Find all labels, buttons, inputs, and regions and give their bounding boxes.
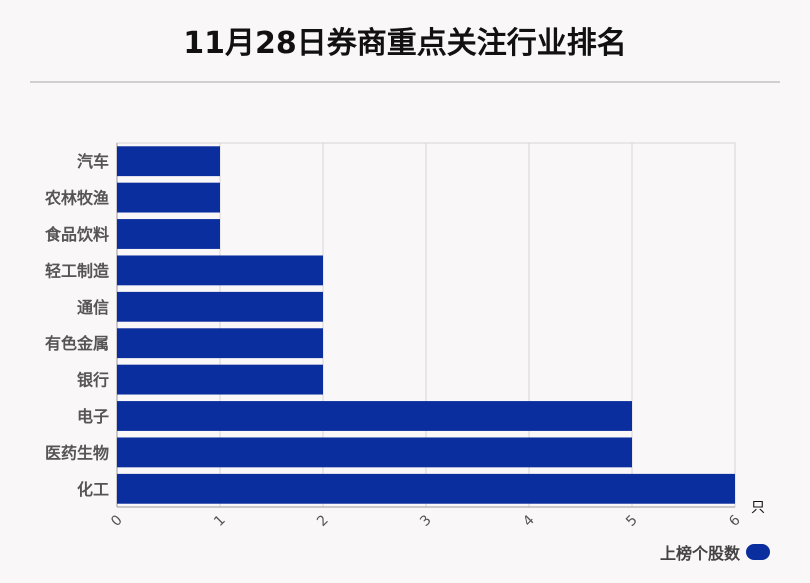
x-tick-label: 2 bbox=[314, 512, 332, 530]
x-unit-label: 只 bbox=[751, 500, 765, 516]
bar bbox=[117, 291, 323, 322]
bar bbox=[117, 364, 323, 395]
x-tick-label: 0 bbox=[108, 512, 126, 530]
category-label: 轻工制造 bbox=[45, 261, 110, 280]
category-label: 银行 bbox=[77, 371, 109, 390]
x-tick-label: 6 bbox=[726, 512, 744, 530]
bar bbox=[117, 146, 220, 177]
bar bbox=[117, 473, 735, 504]
bar bbox=[117, 437, 632, 468]
x-tick-label: 4 bbox=[520, 512, 538, 530]
category-label: 有色金属 bbox=[45, 334, 109, 353]
bar bbox=[117, 401, 632, 431]
bar bbox=[117, 182, 220, 213]
legend-swatch bbox=[746, 544, 770, 560]
category-label: 食品饮料 bbox=[44, 225, 109, 244]
legend-label: 上榜个股数 bbox=[659, 544, 740, 563]
category-label: 医药生物 bbox=[45, 443, 109, 462]
category-label: 汽车 bbox=[77, 152, 109, 171]
x-tick-label: 5 bbox=[623, 512, 641, 530]
chart-title: 11月28日券商重点关注行业排名 bbox=[183, 26, 627, 61]
bars bbox=[117, 146, 735, 504]
category-label: 电子 bbox=[77, 407, 109, 426]
bar bbox=[117, 255, 323, 286]
legend: 上榜个股数 bbox=[660, 540, 770, 564]
category-label: 农林牧渔 bbox=[44, 189, 109, 208]
title-divider bbox=[30, 81, 780, 83]
bar bbox=[117, 219, 220, 249]
x-tick-label: 1 bbox=[211, 512, 229, 530]
x-tick-labels: 0 1 2 3 4 5 6 bbox=[108, 512, 744, 530]
x-tick-label: 3 bbox=[417, 512, 435, 530]
category-label: 通信 bbox=[77, 298, 109, 317]
bar bbox=[117, 328, 323, 359]
category-label: 化工 bbox=[77, 480, 109, 499]
